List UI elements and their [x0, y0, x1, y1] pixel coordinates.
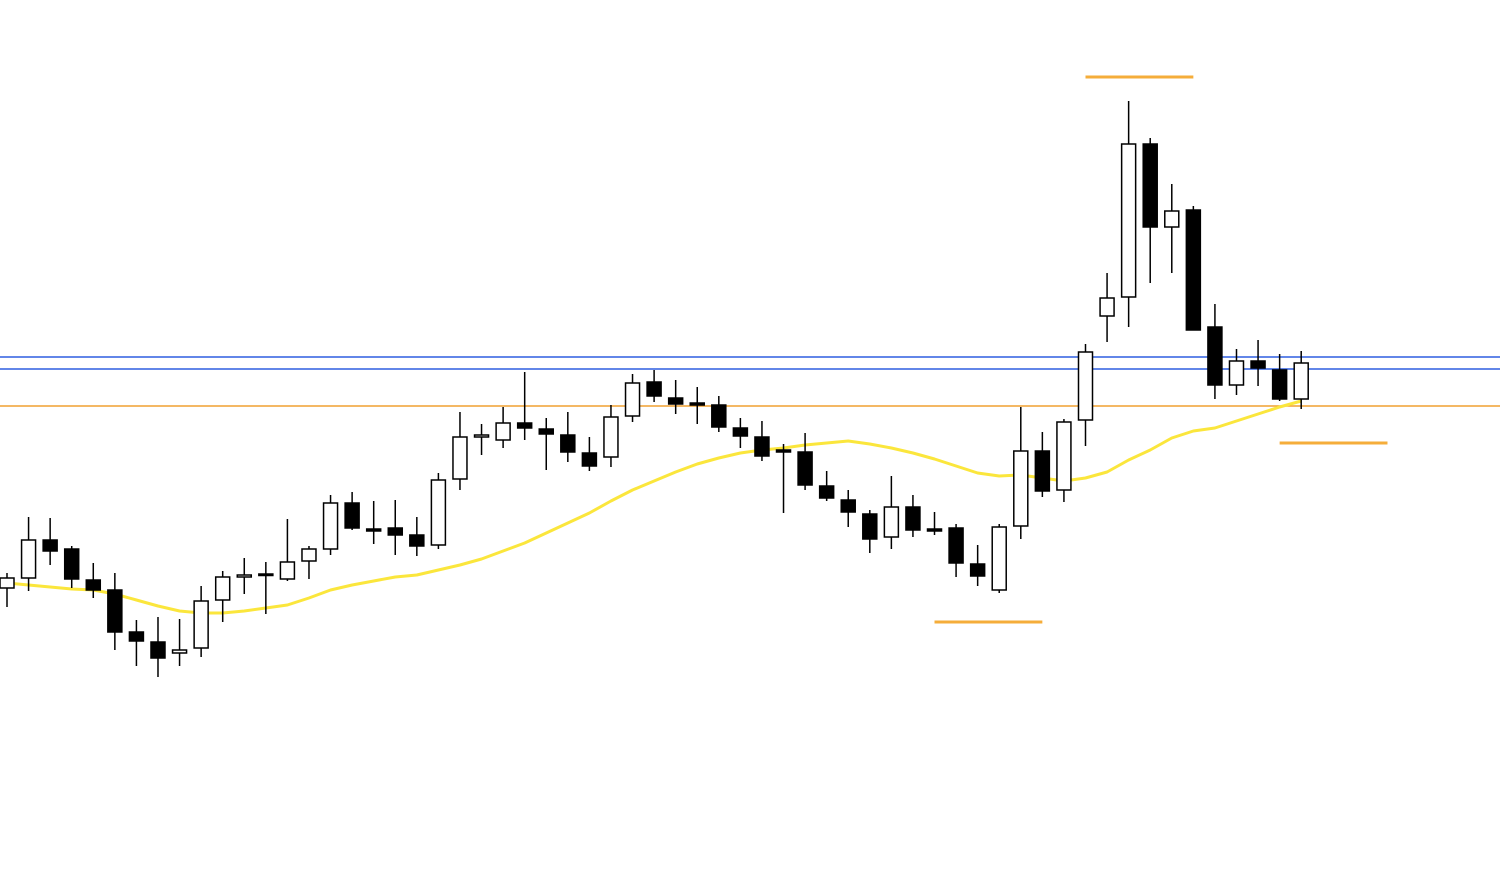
candle-body: [365, 528, 382, 532]
candle-body: [1034, 450, 1051, 492]
candle-body: [0, 577, 15, 589]
candle-body: [926, 528, 943, 532]
candle-body: [171, 649, 188, 654]
candle-body: [85, 579, 102, 591]
candle-body: [344, 502, 360, 529]
candle-body: [473, 434, 490, 438]
candle-body: [624, 382, 641, 417]
candle-body: [1185, 209, 1202, 331]
candle-body: [387, 527, 404, 536]
candle-body: [193, 600, 209, 649]
candle-body: [840, 499, 856, 513]
candle-body: [301, 548, 317, 562]
candle-body: [1164, 210, 1180, 228]
candle-body: [1142, 143, 1158, 228]
candle-body: [279, 561, 296, 580]
candle-body: [883, 506, 900, 538]
candle-body: [797, 451, 813, 486]
candle-body: [1250, 360, 1266, 369]
candle-body: [430, 479, 447, 546]
candle-body: [581, 452, 598, 467]
candle-body: [667, 397, 684, 405]
candle-body: [862, 513, 878, 540]
candle-body: [711, 404, 727, 428]
candle-body: [1120, 143, 1137, 298]
candle-body: [754, 436, 770, 457]
candle-body: [516, 422, 533, 429]
candle-body: [1228, 360, 1245, 386]
candle-body: [775, 449, 792, 453]
candle-body: [948, 527, 964, 564]
candle-body: [322, 502, 339, 550]
candle-body: [1207, 326, 1223, 386]
candle-body: [452, 436, 468, 480]
candle-body: [1293, 362, 1309, 400]
candle-body: [409, 534, 425, 547]
candle-body: [1077, 351, 1094, 421]
candle-body: [538, 428, 554, 435]
candle-body: [1056, 421, 1072, 491]
candle-body: [905, 506, 921, 531]
candle-body: [732, 427, 749, 437]
candle-body: [603, 416, 619, 458]
candle-body: [236, 574, 253, 578]
candle-body: [1013, 450, 1029, 527]
candle-body: [63, 548, 80, 580]
candle-body: [20, 539, 37, 579]
candle-body: [1099, 297, 1115, 317]
candle-body: [107, 589, 123, 633]
candle-body: [150, 641, 166, 659]
candle-body: [646, 381, 662, 397]
candle-body: [991, 526, 1007, 591]
candle-body: [818, 485, 835, 499]
candle-body: [128, 631, 145, 642]
candle-body: [258, 573, 274, 577]
moving-average: [6, 399, 1302, 615]
candle-body: [214, 576, 231, 601]
candle-body: [495, 422, 511, 441]
candle-body: [1271, 369, 1288, 400]
candle-body: [689, 402, 705, 406]
candle-body: [969, 563, 986, 577]
candle-body: [42, 539, 58, 552]
candle-body: [560, 434, 576, 453]
